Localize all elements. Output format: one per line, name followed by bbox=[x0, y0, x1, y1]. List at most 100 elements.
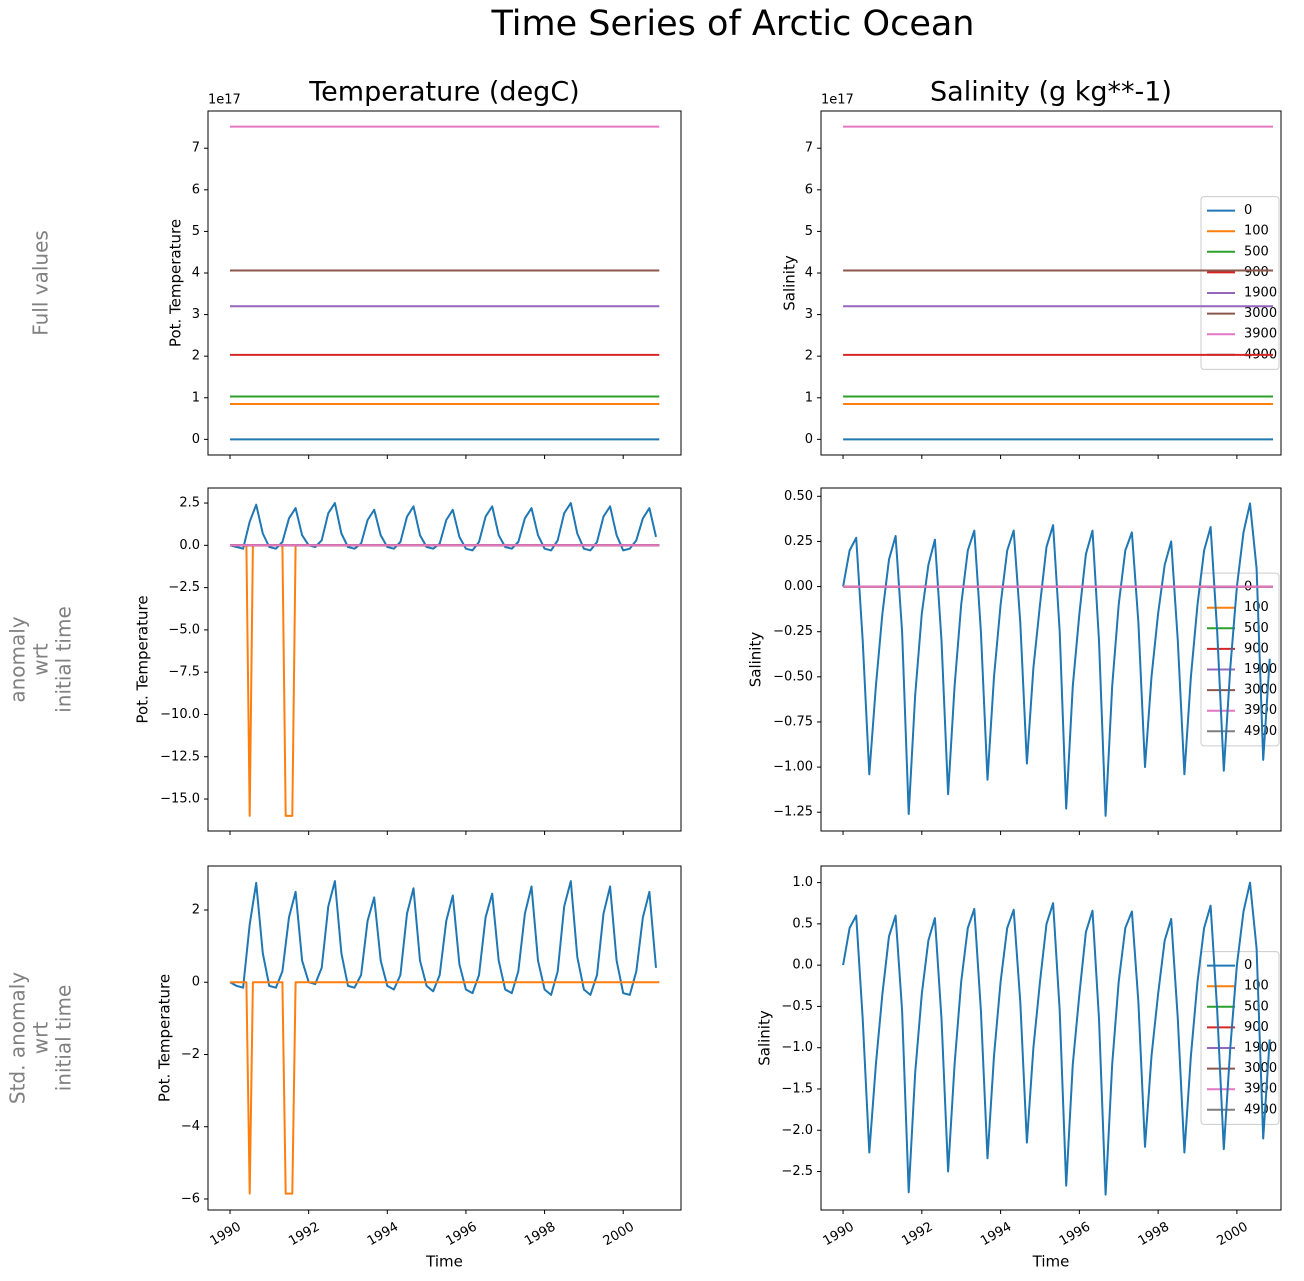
subplot: Salinity 0.50 0.25 0.00 −0.25 −0.50 −0.75 −1.00… bbox=[747, 487, 1282, 835]
subplot-title: Salinity (g kg**-1) bbox=[930, 77, 1172, 108]
x-tick-label: 1994 bbox=[365, 1220, 401, 1250]
legend-label: 500 bbox=[1244, 621, 1269, 636]
y-tick-label: 0 bbox=[805, 432, 813, 447]
y-tick-label: 7 bbox=[805, 141, 813, 156]
y-tick-label: −2.5 bbox=[781, 1164, 813, 1179]
x-tick-label: 1992 bbox=[899, 1220, 935, 1250]
y-tick-label: 0 bbox=[192, 975, 200, 990]
y-tick-label: 0.5 bbox=[792, 916, 813, 931]
x-tick-label: 1992 bbox=[286, 1220, 322, 1250]
legend-label: 3000 bbox=[1244, 306, 1277, 321]
y-tick-label: −2.0 bbox=[781, 1123, 813, 1138]
x-tick-label: 2000 bbox=[1214, 1220, 1250, 1250]
y-tick-label: −0.75 bbox=[773, 714, 813, 729]
y-axis-label: Pot. Temperature bbox=[134, 595, 152, 723]
x-tick-label: 1998 bbox=[1136, 1220, 1172, 1250]
offset-label: 1e17 bbox=[821, 93, 854, 108]
axes-frame bbox=[207, 865, 682, 1211]
x-axis-label: Time bbox=[1032, 1253, 1070, 1271]
y-tick-label: −10.0 bbox=[160, 707, 200, 722]
x-tick-label: 2000 bbox=[601, 1220, 637, 1250]
x-tick-label: 1990 bbox=[208, 1220, 244, 1250]
y-tick-label: 0.0 bbox=[179, 538, 200, 553]
legend-label: 100 bbox=[1244, 600, 1269, 615]
x-axis-label: Time bbox=[425, 1253, 463, 1271]
x-tick-label: 1996 bbox=[444, 1220, 480, 1250]
y-tick-label: −6 bbox=[181, 1191, 200, 1206]
legend-label: 900 bbox=[1244, 265, 1269, 280]
axes-frame bbox=[207, 487, 682, 832]
y-tick-label: −1.00 bbox=[773, 760, 813, 775]
y-tick-label: −1.25 bbox=[773, 805, 813, 820]
x-tick-label: 1998 bbox=[522, 1220, 558, 1250]
y-tick-label: 6 bbox=[192, 182, 200, 197]
figure-title: Time Series of Arctic Ocean bbox=[491, 4, 975, 44]
y-tick-label: −4 bbox=[181, 1119, 200, 1134]
y-tick-label: −7.5 bbox=[168, 665, 200, 680]
legend-label: 900 bbox=[1244, 641, 1269, 656]
y-tick-label: 0.00 bbox=[784, 579, 813, 594]
y-axis-label: Salinity bbox=[781, 255, 799, 311]
legend-box bbox=[1200, 196, 1280, 370]
y-tick-label: −1.5 bbox=[781, 1081, 813, 1096]
y-tick-label: 0.0 bbox=[792, 958, 813, 973]
axes-frame bbox=[207, 110, 682, 456]
y-tick-label: −12.5 bbox=[160, 749, 200, 764]
y-tick-label: 2 bbox=[192, 902, 200, 917]
y-tick-label: 6 bbox=[805, 182, 813, 197]
y-tick-label: −0.5 bbox=[781, 999, 813, 1014]
x-tick-label: 1990 bbox=[821, 1220, 857, 1250]
legend-label: 900 bbox=[1244, 1020, 1269, 1035]
legend-label: 100 bbox=[1244, 224, 1269, 239]
subplot: Salinity Time 1.0 0.5 0.0 −0.5 −1.0 −1.5 −2.0 −2.… bbox=[756, 865, 1282, 1271]
series-line bbox=[229, 502, 657, 552]
y-tick-label: −5.0 bbox=[168, 622, 200, 637]
y-tick-label: 2 bbox=[805, 349, 813, 364]
subplot: Salinity (g kg**-1) 1e17 Salinity 0 1 2 3 4 5 6 7 0… bbox=[781, 77, 1282, 459]
axes-frame bbox=[820, 110, 1282, 456]
y-tick-label: −0.25 bbox=[773, 624, 813, 639]
legend-label: 500 bbox=[1244, 999, 1269, 1014]
legend-label: 500 bbox=[1244, 244, 1269, 259]
axes-frame bbox=[820, 487, 1282, 832]
y-tick-label: 5 bbox=[805, 224, 813, 239]
legend-label: 0 bbox=[1244, 203, 1252, 218]
y-tick-label: 3 bbox=[192, 307, 200, 322]
y-tick-label: 1 bbox=[805, 390, 813, 405]
y-tick-label: −0.50 bbox=[773, 669, 813, 684]
offset-label: 1e17 bbox=[208, 93, 241, 108]
row-label: initial time bbox=[52, 606, 76, 713]
legend-box bbox=[1200, 572, 1280, 747]
row-label: wrt bbox=[29, 643, 53, 676]
subplot: Pot. Temperature 2.5 0.0 −2.5 −5.0 −7.5 −10.0 −… bbox=[134, 487, 682, 835]
y-tick-label: 2 bbox=[192, 349, 200, 364]
y-axis-label: Salinity bbox=[756, 1010, 774, 1066]
y-tick-label: 3 bbox=[805, 307, 813, 322]
x-tick-label: 1994 bbox=[978, 1220, 1014, 1250]
row-label: wrt bbox=[29, 1022, 53, 1055]
legend-label: 1900 bbox=[1244, 286, 1277, 301]
row-label: initial time bbox=[52, 985, 76, 1092]
series-line bbox=[842, 881, 1271, 1196]
y-axis-label: Pot. Temperature bbox=[156, 974, 174, 1102]
y-tick-label: 0.25 bbox=[784, 534, 813, 549]
legend-label: 3900 bbox=[1244, 327, 1277, 342]
y-tick-label: 0.50 bbox=[784, 489, 813, 504]
y-tick-label: −2.5 bbox=[168, 580, 200, 595]
y-tick-label: 4 bbox=[805, 265, 813, 280]
y-tick-label: 7 bbox=[192, 141, 200, 156]
row-label: Full values bbox=[29, 230, 53, 336]
x-tick-label: 1996 bbox=[1057, 1220, 1093, 1250]
legend-label: 4900 bbox=[1244, 1102, 1277, 1117]
y-tick-label: 0 bbox=[192, 432, 200, 447]
legend-label: 100 bbox=[1244, 979, 1269, 994]
y-axis-label: Pot. Temperature bbox=[167, 219, 185, 347]
legend-label: 4900 bbox=[1244, 724, 1277, 739]
y-tick-label: −1.0 bbox=[781, 1040, 813, 1055]
y-tick-label: 1.0 bbox=[792, 875, 813, 890]
legend-box bbox=[1200, 951, 1280, 1125]
y-tick-label: 1 bbox=[192, 390, 200, 405]
y-axis-label: Salinity bbox=[747, 632, 765, 688]
series-line bbox=[230, 981, 660, 1195]
